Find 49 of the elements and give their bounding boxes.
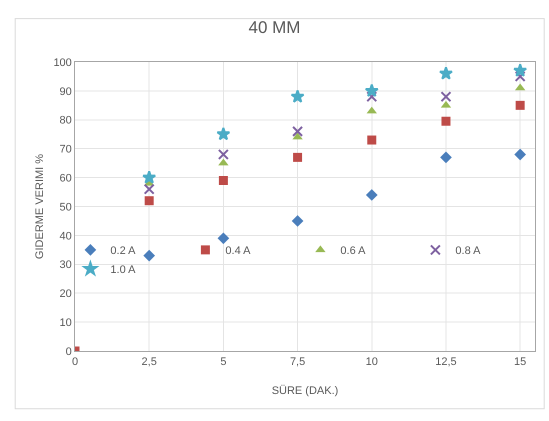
legend-label: 0.4 A bbox=[225, 245, 252, 258]
point bbox=[143, 250, 156, 262]
y-tick-label: 90 bbox=[60, 86, 72, 98]
x-tick-label: 2,5 bbox=[142, 356, 157, 368]
y-tick-label: 80 bbox=[60, 114, 72, 127]
legend-label: 1.0 A bbox=[110, 264, 136, 276]
legend-label: 0.8 A bbox=[455, 245, 482, 258]
y-tick-label: 100 bbox=[53, 56, 72, 69]
point bbox=[290, 89, 305, 103]
point bbox=[364, 84, 379, 97]
x-tick-label: 15 bbox=[514, 356, 526, 368]
point bbox=[144, 196, 154, 206]
point bbox=[514, 148, 526, 160]
point bbox=[144, 184, 155, 195]
legend-label: 0.6 A bbox=[340, 245, 366, 258]
y-tick-label: 20 bbox=[60, 288, 72, 300]
y-tick-label: 30 bbox=[60, 259, 72, 272]
x-tick-label: 10 bbox=[366, 356, 378, 368]
chart-title: 40 MM bbox=[248, 18, 300, 37]
point bbox=[438, 66, 453, 80]
y-tick-label: 70 bbox=[60, 144, 72, 156]
point bbox=[367, 136, 376, 145]
point bbox=[218, 232, 230, 244]
legend-label: 0.2 A bbox=[110, 245, 136, 258]
point bbox=[292, 215, 304, 227]
point bbox=[516, 100, 525, 110]
x-tick-label: 7,5 bbox=[290, 356, 306, 368]
x-tick-label: 5 bbox=[220, 356, 226, 368]
point bbox=[292, 126, 304, 137]
point bbox=[216, 126, 230, 140]
x-axis-title: SÜRE (DAK.) bbox=[272, 384, 338, 397]
point bbox=[513, 63, 528, 77]
y-tick-label: 10 bbox=[60, 316, 72, 329]
y-tick-label: 50 bbox=[60, 201, 72, 214]
point bbox=[366, 189, 378, 201]
point bbox=[366, 91, 378, 102]
point bbox=[514, 70, 526, 82]
point bbox=[218, 148, 229, 160]
point bbox=[142, 170, 156, 184]
point bbox=[441, 116, 450, 126]
point bbox=[293, 152, 302, 162]
x-tick-label: 12,5 bbox=[435, 356, 457, 368]
y-tick-label: 60 bbox=[60, 172, 72, 184]
y-tick-label: 40 bbox=[60, 230, 72, 242]
point bbox=[218, 176, 228, 185]
point bbox=[440, 91, 452, 102]
point bbox=[440, 152, 452, 164]
y-tick-label: 0 bbox=[66, 346, 72, 358]
y-axis-title: GIDERME VERIMI % bbox=[34, 154, 46, 260]
